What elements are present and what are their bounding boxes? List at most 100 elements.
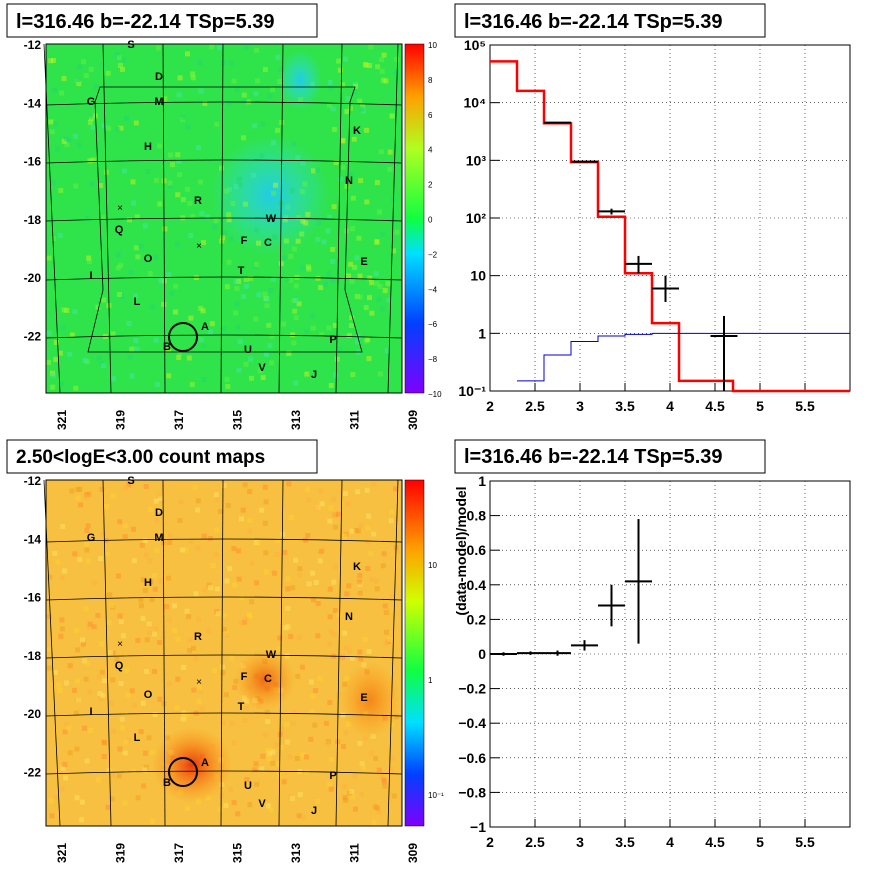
heatmap-pixel <box>254 262 260 267</box>
heatmap-pixel <box>172 603 177 609</box>
source-label: P <box>329 334 336 346</box>
heatmap-pixel <box>179 547 185 553</box>
heatmap-pixel <box>288 277 294 283</box>
heatmap-pixel <box>53 121 59 127</box>
heatmap-pixel <box>162 226 168 232</box>
heatmap-pixel <box>348 172 354 178</box>
heatmap-pixel <box>241 98 247 104</box>
heatmap-pixel <box>110 331 116 337</box>
heatmap-pixel <box>226 259 232 265</box>
y-tick-label: 1 <box>478 473 486 489</box>
heatmap-pixel <box>240 507 246 513</box>
heatmap-pixel <box>349 278 355 284</box>
heatmap-pixel <box>221 326 227 332</box>
heatmap-pixel <box>177 518 183 523</box>
heatmap-pixel <box>114 657 120 662</box>
heatmap-pixel <box>157 201 163 207</box>
heatmap-pixel <box>166 681 172 687</box>
heatmap-pixel <box>292 710 298 716</box>
heatmap-pixel <box>289 188 295 194</box>
heatmap-pixel <box>207 536 213 541</box>
heatmap-pixel <box>234 301 240 307</box>
heatmap-pixel <box>181 664 187 670</box>
heatmap-pixel <box>357 294 363 300</box>
heatmap-pixel <box>263 499 269 505</box>
heatmap-pixel <box>389 113 395 119</box>
heatmap-pixel <box>158 278 164 283</box>
heatmap-pixel <box>90 157 96 163</box>
heatmap-pixel <box>171 628 177 634</box>
heatmap-pixel <box>297 792 303 798</box>
x-tick-label: 315 <box>231 843 245 863</box>
heatmap-pixel <box>314 506 320 512</box>
heatmap-pixel <box>315 798 321 804</box>
heatmap-pixel <box>340 82 346 88</box>
heatmap-pixel <box>347 648 353 654</box>
heatmap-pixel <box>229 720 235 726</box>
heatmap-pixel <box>330 259 336 265</box>
heatmap-pixel <box>67 351 73 357</box>
heatmap-pixel <box>132 293 138 299</box>
heatmap-pixel <box>50 373 56 379</box>
heatmap-pixel <box>352 89 357 95</box>
heatmap-pixel <box>224 578 230 584</box>
panel-residual-map: l=316.46 b=-22.14 TSp=5.39 S D G M K H N R W Q F C O… <box>6 3 442 430</box>
heatmap-pixel <box>75 495 81 501</box>
y-tick-label: -20 <box>24 707 42 721</box>
heatmap-pixel <box>89 181 95 187</box>
heatmap-pixel <box>115 573 121 579</box>
y-tick-labels: -12 -14 -16 -18 -20 -22 <box>24 38 42 344</box>
heatmap-pixel <box>175 676 181 682</box>
heatmap-pixel <box>377 284 383 289</box>
heatmap-pixel <box>376 767 382 773</box>
grid-line <box>162 479 166 827</box>
heatmap-pixel <box>233 310 239 316</box>
heatmap-pixel <box>142 767 148 773</box>
heatmap-pixel <box>364 199 370 205</box>
heatmap-pixel <box>139 542 145 548</box>
x-tick-label: 309 <box>406 843 420 863</box>
heatmap-pixel <box>67 663 73 669</box>
heatmap-pixel <box>185 711 191 717</box>
heatmap-pixel <box>349 655 355 661</box>
heatmap-pixel <box>367 275 373 281</box>
heatmap-pixel <box>233 279 239 284</box>
y-tick-label: −0.2 <box>458 681 486 697</box>
heatmap-pixel <box>83 676 89 682</box>
y-tick-labels: -12 -14 -16 -18 -20 -22 <box>24 474 42 780</box>
heatmap-pixel <box>98 183 104 188</box>
heatmap-pixel <box>321 239 327 245</box>
source-label: K <box>353 561 361 573</box>
heatmap-pixel <box>297 566 303 572</box>
heatmap-pixel <box>393 69 399 75</box>
heatmap-pixel <box>183 547 189 553</box>
colorbar <box>404 479 425 827</box>
heatmap-pixel <box>387 149 393 155</box>
heatmap-pixel <box>249 560 255 566</box>
heatmap-pixel <box>295 214 301 220</box>
heatmap-pixel <box>75 487 81 492</box>
heatmap-pixel <box>131 558 137 564</box>
heatmap-pixel <box>310 693 316 699</box>
heatmap-pixel <box>242 201 248 207</box>
y-tick-label: -16 <box>24 591 42 605</box>
source-label: Q <box>115 660 124 672</box>
heatmap-pixel <box>143 552 149 558</box>
heatmap-pixel <box>364 487 370 493</box>
x-tick-label: 2 <box>486 398 494 414</box>
heatmap-pixel <box>173 309 178 315</box>
heatmap-pixel <box>124 115 129 121</box>
heatmap-pixel <box>64 142 70 148</box>
heatmap-pixel <box>161 178 167 184</box>
heatmap-pixel <box>69 332 75 338</box>
heatmap-pixel <box>211 667 217 673</box>
heatmap-pixel <box>242 482 248 488</box>
heatmap-pixel <box>300 752 306 758</box>
heatmap-pixel <box>118 125 124 131</box>
heatmap-pixel <box>118 63 123 68</box>
heatmap-pixel <box>208 585 214 591</box>
heatmap-pixel <box>266 322 272 328</box>
y-tick-label: −0.8 <box>458 784 486 800</box>
heatmap-pixel <box>357 573 363 579</box>
heatmap-pixel <box>60 524 66 529</box>
